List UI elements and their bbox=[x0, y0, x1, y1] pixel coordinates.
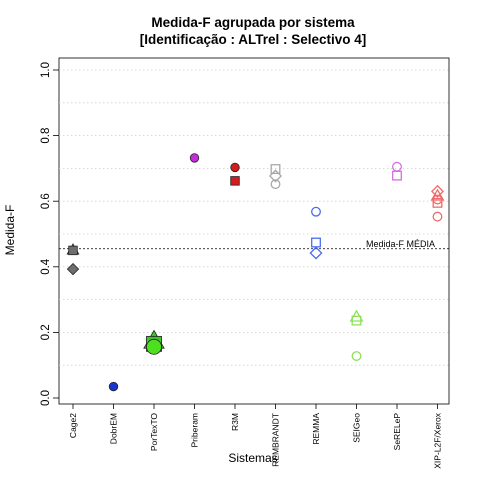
data-point bbox=[68, 245, 78, 256]
y-axis: 0.0 0.2 0.4 0.6 0.8 1.0 bbox=[40, 62, 59, 406]
data-point bbox=[108, 381, 119, 392]
data-point bbox=[432, 211, 443, 222]
y-tick-label: 0.4 bbox=[40, 258, 52, 275]
data-point bbox=[66, 262, 80, 276]
data-point bbox=[351, 315, 362, 326]
y-tick-label: 0.2 bbox=[40, 324, 52, 340]
x-tick-label: SEIGeo bbox=[352, 413, 362, 443]
y-tick-label: 0.8 bbox=[40, 128, 52, 144]
y-tick-label: 0.0 bbox=[40, 390, 52, 406]
data-point bbox=[311, 237, 321, 248]
x-tick-label: XIP-L2F/Xerox bbox=[433, 412, 443, 468]
data-point bbox=[392, 161, 402, 172]
x-tick-label: Cage2 bbox=[68, 413, 78, 438]
data-point bbox=[432, 197, 443, 208]
data-point bbox=[268, 169, 283, 183]
data-point bbox=[146, 338, 162, 355]
reference-line-group: Medida-F MÉDIA bbox=[59, 239, 449, 250]
y-tick-label: 1.0 bbox=[40, 62, 52, 78]
x-tick-label: REMMA bbox=[311, 413, 321, 445]
x-tick-label: Priberam bbox=[190, 413, 200, 447]
y-axis-label: Medida-F bbox=[3, 205, 17, 256]
data-points bbox=[66, 153, 445, 392]
data-point bbox=[430, 188, 445, 201]
data-point bbox=[270, 164, 281, 175]
grid-lines bbox=[59, 69, 449, 366]
x-tick-label: REMBRANDT bbox=[271, 413, 281, 467]
data-point bbox=[189, 153, 200, 163]
chart-title-line1: Medida-F agrupada por sistema bbox=[151, 15, 355, 30]
data-point bbox=[311, 206, 321, 217]
reference-line-label: Medida-F MÉDIA bbox=[366, 239, 435, 249]
data-point bbox=[230, 176, 240, 186]
x-tick-label: SeRELeP bbox=[392, 413, 402, 451]
x-tick-label: R3M bbox=[230, 413, 240, 431]
data-point bbox=[270, 179, 281, 190]
data-point bbox=[351, 351, 362, 361]
x-axis-label: Sistemas bbox=[228, 451, 277, 465]
data-point bbox=[309, 246, 323, 260]
data-point bbox=[230, 162, 240, 173]
x-tick-label: PorTexTO bbox=[149, 413, 159, 451]
data-point bbox=[430, 184, 445, 198]
x-axis: Cage2 DobrEM PorTexTO Priberam R3M REMBRANDT R… bbox=[68, 404, 443, 469]
x-tick-label: DobrEM bbox=[109, 413, 119, 444]
y-tick-label: 0.6 bbox=[40, 193, 52, 209]
chart-title-line2: [Identificação : ALTrel : Selectivo 4] bbox=[140, 32, 367, 47]
plot-frame bbox=[58, 57, 450, 405]
data-point bbox=[392, 170, 402, 181]
